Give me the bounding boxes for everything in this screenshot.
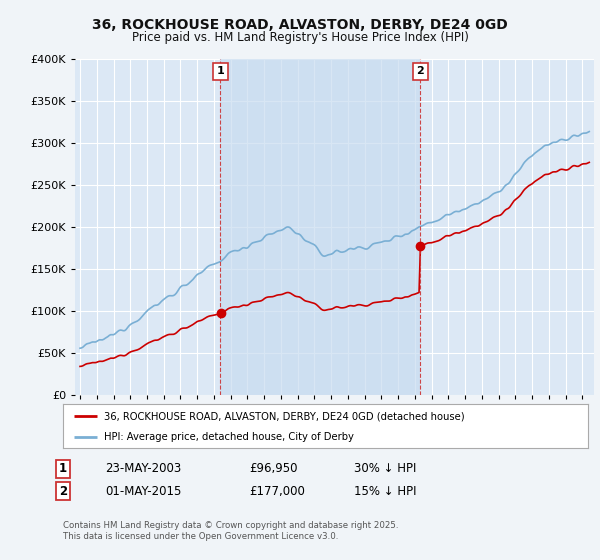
Text: £96,950: £96,950 xyxy=(249,462,298,475)
Text: Contains HM Land Registry data © Crown copyright and database right 2025.
This d: Contains HM Land Registry data © Crown c… xyxy=(63,521,398,540)
Text: 15% ↓ HPI: 15% ↓ HPI xyxy=(354,484,416,498)
Text: 23-MAY-2003: 23-MAY-2003 xyxy=(105,462,181,475)
Text: 36, ROCKHOUSE ROAD, ALVASTON, DERBY, DE24 0GD (detached house): 36, ROCKHOUSE ROAD, ALVASTON, DERBY, DE2… xyxy=(104,411,464,421)
Text: HPI: Average price, detached house, City of Derby: HPI: Average price, detached house, City… xyxy=(104,432,354,442)
Text: 36, ROCKHOUSE ROAD, ALVASTON, DERBY, DE24 0GD: 36, ROCKHOUSE ROAD, ALVASTON, DERBY, DE2… xyxy=(92,18,508,32)
Text: 1: 1 xyxy=(217,67,224,76)
Bar xyxy=(220,59,421,395)
Text: 1: 1 xyxy=(59,462,67,475)
Text: 30% ↓ HPI: 30% ↓ HPI xyxy=(354,462,416,475)
Text: £177,000: £177,000 xyxy=(249,484,305,498)
Text: 01-MAY-2015: 01-MAY-2015 xyxy=(105,484,181,498)
Text: 2: 2 xyxy=(416,67,424,76)
Text: Price paid vs. HM Land Registry's House Price Index (HPI): Price paid vs. HM Land Registry's House … xyxy=(131,31,469,44)
Text: 2: 2 xyxy=(59,484,67,498)
